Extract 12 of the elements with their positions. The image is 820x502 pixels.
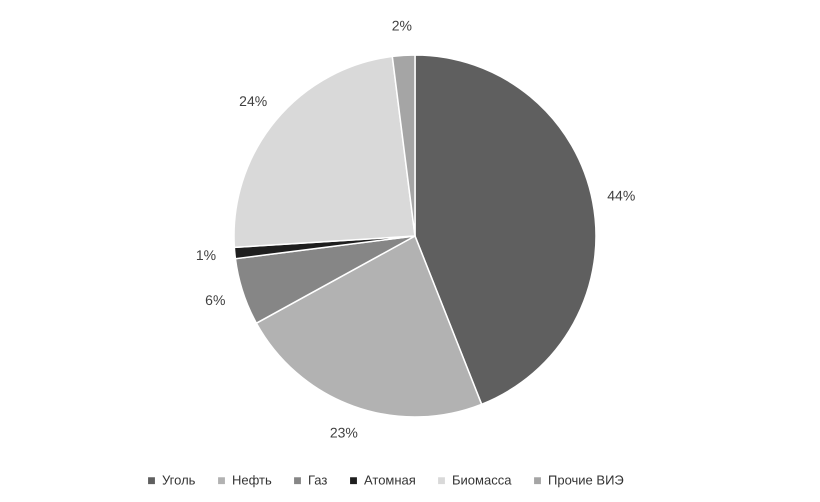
data-label: 23% [330,424,358,441]
legend-label: Прочие ВИЭ [548,472,624,488]
legend-label: Газ [308,472,328,488]
legend-label: Атомная [364,472,416,488]
data-label: 1% [196,246,216,263]
data-label: 2% [392,17,412,34]
legend-label: Биомасса [452,472,512,488]
legend-label: Нефть [232,472,272,488]
data-label: 24% [239,93,268,110]
legend-label: Уголь [162,472,196,488]
data-label: 44% [607,188,636,204]
data-label: 6% [205,292,226,308]
